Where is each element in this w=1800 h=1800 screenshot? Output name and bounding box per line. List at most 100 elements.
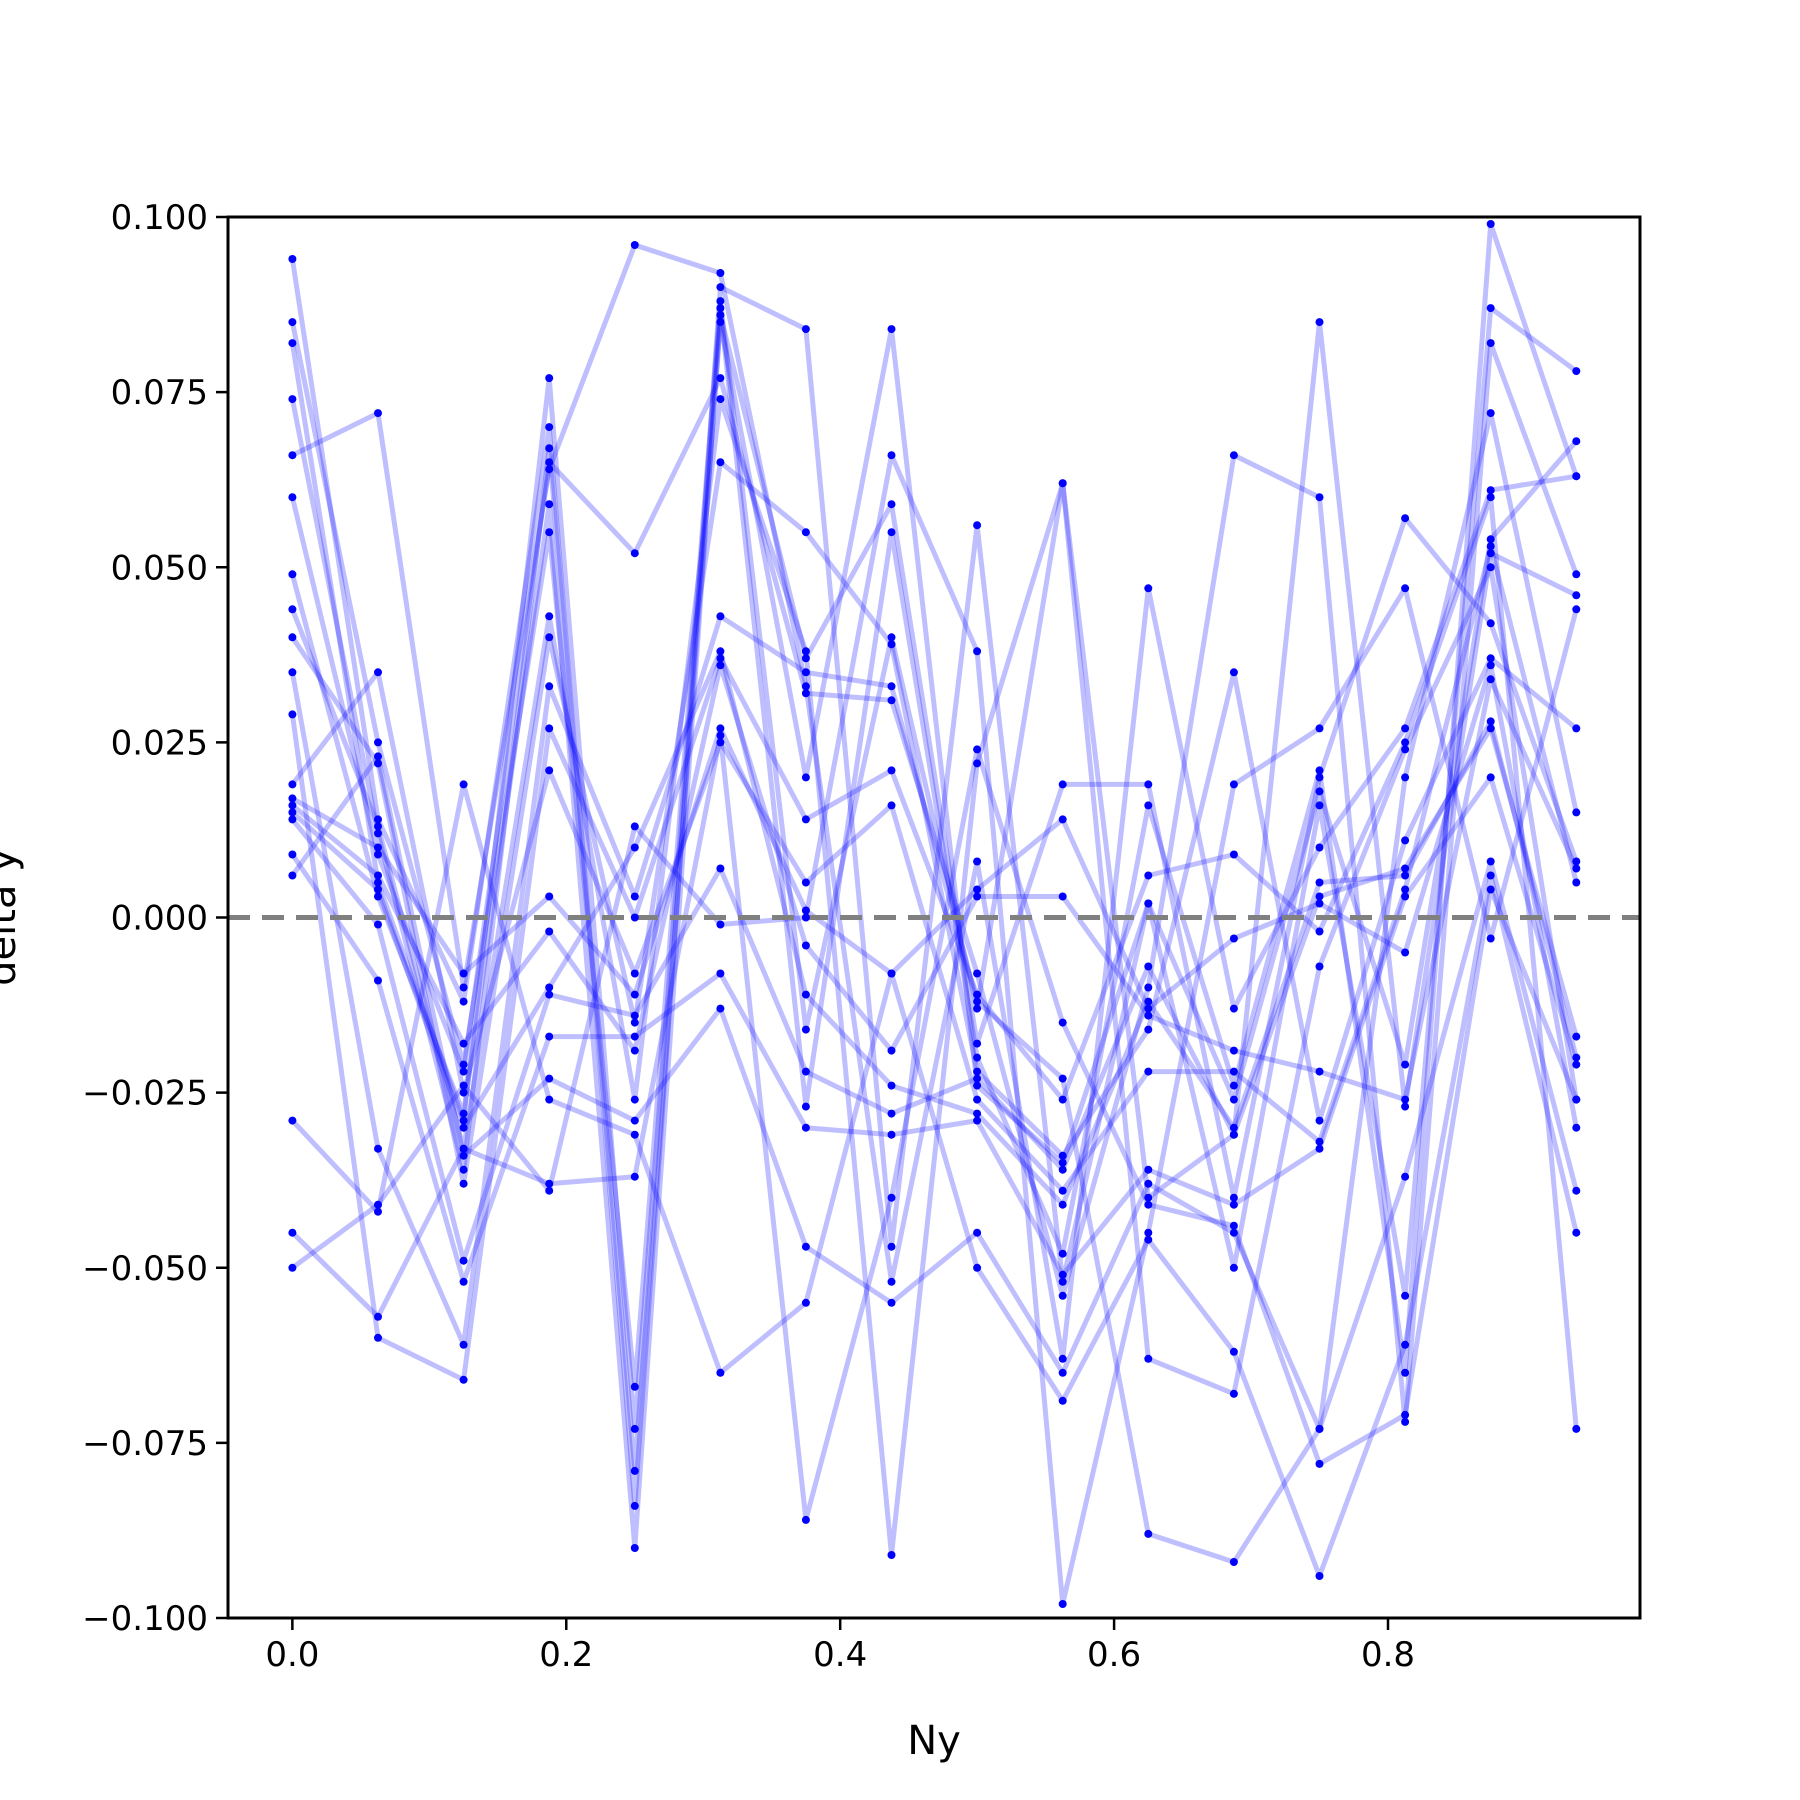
data-point	[801, 1515, 810, 1524]
data-point	[288, 801, 297, 810]
data-point	[374, 1144, 382, 1153]
data-point	[1486, 542, 1495, 551]
data-point	[1058, 1354, 1067, 1363]
data-point	[716, 304, 725, 313]
data-point	[1401, 864, 1410, 873]
data-point	[1144, 1235, 1153, 1244]
data-point	[630, 1466, 639, 1475]
series-line-13	[291, 662, 1579, 1129]
data-point	[459, 969, 468, 978]
data-point	[716, 969, 725, 978]
data-point	[887, 500, 896, 509]
data-point	[1315, 1137, 1324, 1146]
data-point	[973, 857, 982, 866]
data-point	[288, 794, 297, 803]
data-point	[801, 913, 810, 922]
data-point	[1229, 1046, 1238, 1055]
data-point	[288, 605, 297, 614]
data-point	[973, 1081, 982, 1090]
data-point	[1401, 1340, 1410, 1349]
y-tick-label: 0.000	[111, 899, 208, 939]
data-point	[1229, 780, 1238, 789]
series-line-5	[291, 242, 1577, 1362]
data-point	[1229, 1193, 1238, 1202]
data-point	[630, 1095, 639, 1104]
data-point	[1572, 591, 1581, 600]
series-line-16	[290, 725, 1579, 1264]
data-point	[374, 920, 382, 929]
data-point	[1486, 934, 1495, 943]
data-point	[288, 339, 297, 348]
data-point	[545, 927, 554, 936]
data-point	[545, 423, 554, 432]
x-tick-label: 0.4	[813, 1635, 867, 1675]
data-point	[288, 815, 297, 824]
data-point	[288, 318, 297, 327]
data-point	[1058, 1396, 1067, 1405]
data-point	[1058, 892, 1067, 901]
y-tick-label: −0.025	[82, 1074, 208, 1114]
data-point	[801, 647, 810, 656]
data-point	[716, 920, 725, 929]
data-point	[374, 1312, 382, 1321]
data-point	[887, 633, 896, 642]
data-point	[801, 815, 810, 824]
data-point	[459, 1081, 468, 1090]
data-point	[801, 1025, 810, 1034]
data-point	[716, 374, 725, 383]
data-point	[887, 325, 896, 334]
y-axis-ticks: −0.100 −0.075 −0.050 −0.025 0.000 0.025 0.050 0…	[82, 198, 228, 1639]
data-point	[801, 878, 810, 887]
data-point	[1229, 1263, 1238, 1272]
data-point	[1315, 843, 1324, 852]
data-point	[1401, 885, 1410, 894]
data-point	[1401, 1172, 1410, 1181]
data-point	[1315, 318, 1324, 327]
data-point	[1229, 1095, 1238, 1104]
data-point	[1486, 619, 1495, 628]
data-point	[1058, 1018, 1067, 1027]
data-point	[1229, 1081, 1238, 1090]
data-point	[630, 892, 639, 901]
data-point	[973, 1116, 982, 1125]
plot-area	[228, 220, 1640, 1608]
data-point	[630, 969, 639, 978]
data-point	[1058, 1095, 1067, 1104]
data-point	[288, 395, 297, 404]
data-point	[1229, 850, 1238, 859]
data-point	[545, 1032, 554, 1041]
data-point	[1058, 1291, 1067, 1300]
data-point	[1229, 668, 1238, 677]
data-point	[1229, 1130, 1238, 1139]
data-point	[716, 738, 725, 747]
data-point	[288, 1116, 297, 1125]
y-tick-label: −0.100	[82, 1599, 208, 1639]
data-point	[1144, 871, 1153, 880]
data-point	[716, 318, 725, 327]
data-point	[801, 773, 810, 782]
data-point	[288, 1228, 297, 1237]
data-point	[973, 745, 982, 754]
data-point	[887, 451, 896, 460]
data-point	[630, 1130, 639, 1139]
data-point	[374, 759, 382, 768]
data-point	[716, 731, 725, 740]
data-point	[374, 892, 382, 901]
data-point	[1315, 1459, 1324, 1468]
data-point	[887, 528, 896, 537]
data-point	[1401, 871, 1410, 880]
data-point	[1572, 1123, 1581, 1132]
data-point	[1144, 1004, 1153, 1013]
data-point	[1572, 437, 1581, 446]
data-point	[1572, 570, 1581, 579]
data-point	[1486, 339, 1495, 348]
data-point	[1401, 584, 1410, 593]
data-point	[459, 983, 468, 992]
data-point	[973, 521, 982, 530]
data-point	[288, 808, 297, 817]
data-point	[1572, 1228, 1581, 1237]
y-tick-label: 0.100	[111, 198, 208, 238]
data-point	[288, 668, 297, 677]
data-point	[1315, 927, 1324, 936]
